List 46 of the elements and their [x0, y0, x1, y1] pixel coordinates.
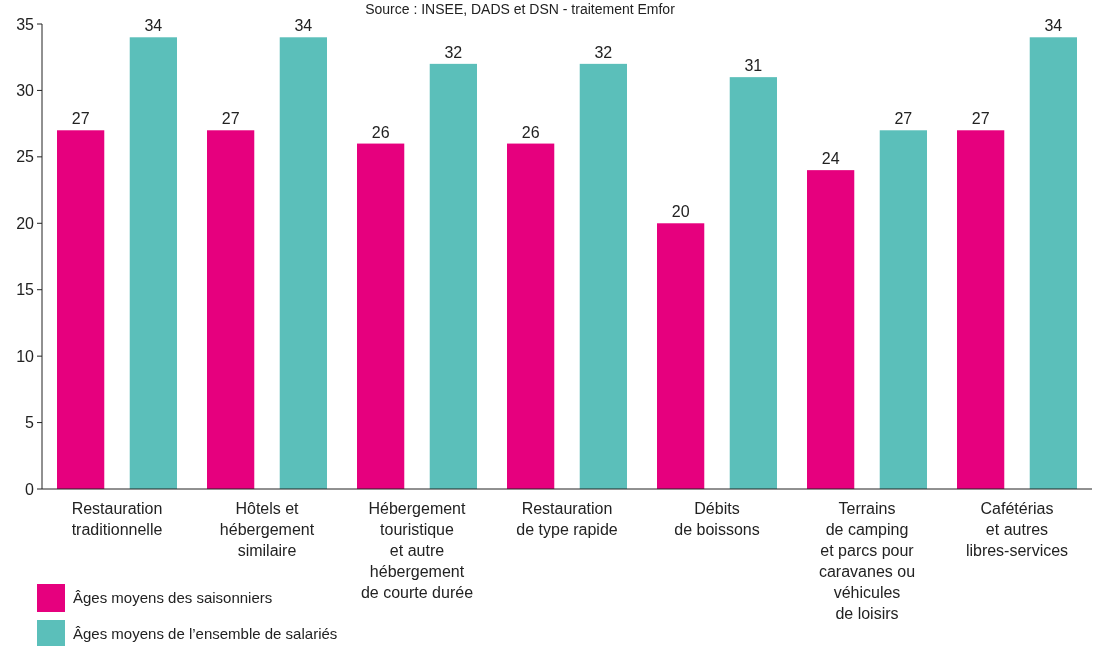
- y-tick-label: 15: [16, 281, 35, 299]
- data-label: 26: [521, 123, 540, 141]
- data-label: 34: [1044, 17, 1063, 35]
- y-tick-label: 30: [16, 82, 35, 100]
- legend-label: Âges moyens de l’ensemble de salariés: [73, 625, 338, 643]
- x-tick-label: Restauration de type rapide: [516, 500, 618, 538]
- legend-label: Âges moyens des saisonniers: [73, 589, 273, 607]
- data-label: 34: [294, 17, 313, 35]
- data-label: 32: [594, 43, 613, 61]
- bar: [729, 77, 777, 489]
- bar: [957, 130, 1005, 489]
- y-tick-label: 0: [25, 480, 35, 498]
- x-tick-label: Débits de boissons: [674, 500, 760, 538]
- x-tick-label: Restauration traditionnelle: [71, 500, 163, 538]
- data-label: 27: [221, 110, 240, 128]
- x-tick-label: Terrains de camping et parcs pour caravanes ou véhicules de loisirs: [818, 500, 916, 622]
- y-tick-label: 5: [25, 414, 35, 432]
- bar: [1029, 37, 1077, 489]
- data-label: 26: [371, 123, 390, 141]
- bar: [129, 37, 177, 489]
- data-label: 27: [71, 110, 90, 128]
- y-tick-label: 25: [16, 148, 35, 166]
- bar: [57, 130, 105, 489]
- data-label: 27: [894, 110, 913, 128]
- bar: [207, 130, 255, 489]
- data-label: 32: [444, 43, 463, 61]
- y-tick-label: 35: [16, 15, 35, 33]
- data-label: 20: [671, 203, 690, 221]
- data-label: 24: [821, 150, 840, 168]
- bar: [657, 223, 705, 489]
- data-label: 34: [144, 17, 163, 35]
- bar: [507, 143, 555, 489]
- x-tick-label: Hébergement touristique et autre hébergement de courte durée: [360, 500, 474, 601]
- bar: [879, 130, 927, 489]
- bar: [357, 143, 405, 489]
- y-tick-label: 20: [16, 214, 35, 232]
- x-tick-label: Hôtels et hébergement similaire: [219, 500, 315, 559]
- source-note: Source : INSEE, DADS et DSN - traitement Emfor: [365, 1, 676, 17]
- data-label: 27: [971, 110, 990, 128]
- x-tick-label: Cafétérias et autres libres-services: [965, 500, 1069, 559]
- data-label: 31: [744, 57, 763, 75]
- bar: [579, 63, 627, 489]
- bar: [279, 37, 327, 489]
- y-tick-label: 10: [16, 347, 35, 365]
- bar: [807, 170, 855, 489]
- bar: [429, 63, 477, 489]
